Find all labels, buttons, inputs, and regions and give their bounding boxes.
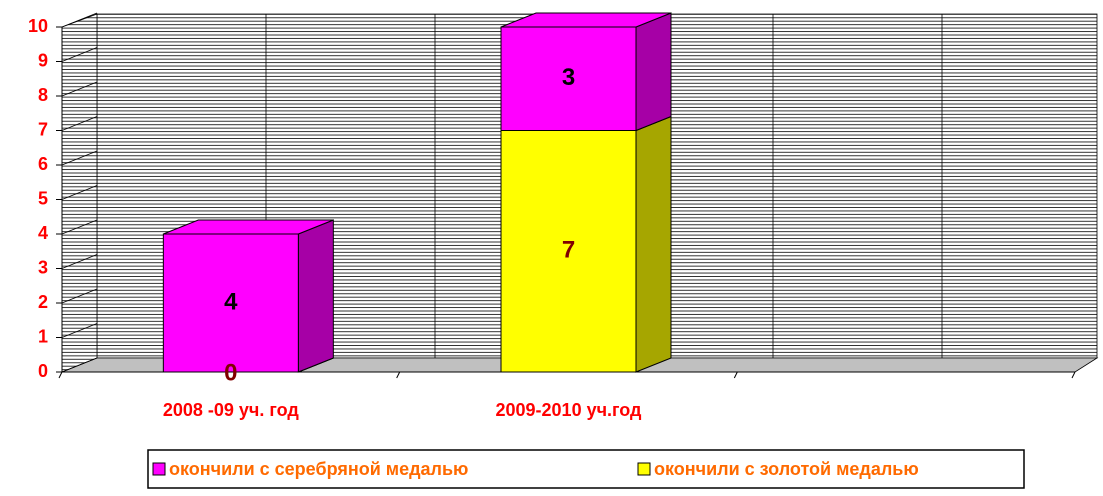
grid-line xyxy=(61,116,98,131)
y-tick-label: 4 xyxy=(38,223,48,243)
y-tick-label: 3 xyxy=(38,257,48,277)
legend-label: окончили с серебряной медалью xyxy=(169,459,468,479)
data-label: 3 xyxy=(562,64,575,91)
x-tick xyxy=(58,371,63,379)
bar-side xyxy=(635,12,672,132)
grid-line xyxy=(61,47,98,62)
legend-items: окончили с серебряной медалью окончили с … xyxy=(152,459,919,479)
bar-side xyxy=(635,115,672,373)
grid-line xyxy=(61,254,98,269)
legend xyxy=(147,449,1025,489)
legend-swatch xyxy=(152,462,166,476)
grid-line xyxy=(61,81,98,97)
y-tick-label: 10 xyxy=(28,16,48,36)
grid-line xyxy=(61,12,98,28)
y-tick-label: 9 xyxy=(38,50,48,70)
legend-label: окончили с золотой медалью xyxy=(654,459,919,479)
x-tick-label: 2008 -09 уч. год xyxy=(163,400,300,420)
bar-side xyxy=(297,219,334,373)
y-tick-label: 8 xyxy=(38,85,48,105)
bar-top xyxy=(500,12,672,28)
side-wall xyxy=(61,13,98,373)
bar xyxy=(500,26,637,131)
data-label: 4 xyxy=(224,288,238,315)
y-tick-label: 5 xyxy=(38,188,48,208)
data-label: 7 xyxy=(562,237,575,264)
x-tick xyxy=(733,371,738,379)
legend-swatch xyxy=(637,462,651,476)
grid-line xyxy=(61,323,98,338)
y-tick-label: 1 xyxy=(38,326,48,346)
data-label: 0 xyxy=(224,359,237,386)
y-tick-label: 2 xyxy=(38,292,48,312)
y-tick-label: 7 xyxy=(38,119,48,139)
grid-line xyxy=(61,185,98,200)
bar-top xyxy=(163,219,334,235)
y-tick-label: 6 xyxy=(38,154,48,174)
x-tick xyxy=(396,371,401,379)
plot xyxy=(162,12,672,373)
grid-line xyxy=(61,288,98,304)
x-tick-label: 2009-2010 уч.год xyxy=(496,400,643,420)
y-tick-label: 0 xyxy=(38,361,48,381)
bar xyxy=(162,233,299,373)
grid-line xyxy=(61,357,98,373)
x-tick xyxy=(1071,371,1076,379)
grid-line xyxy=(61,219,98,235)
grid-line xyxy=(61,150,98,166)
